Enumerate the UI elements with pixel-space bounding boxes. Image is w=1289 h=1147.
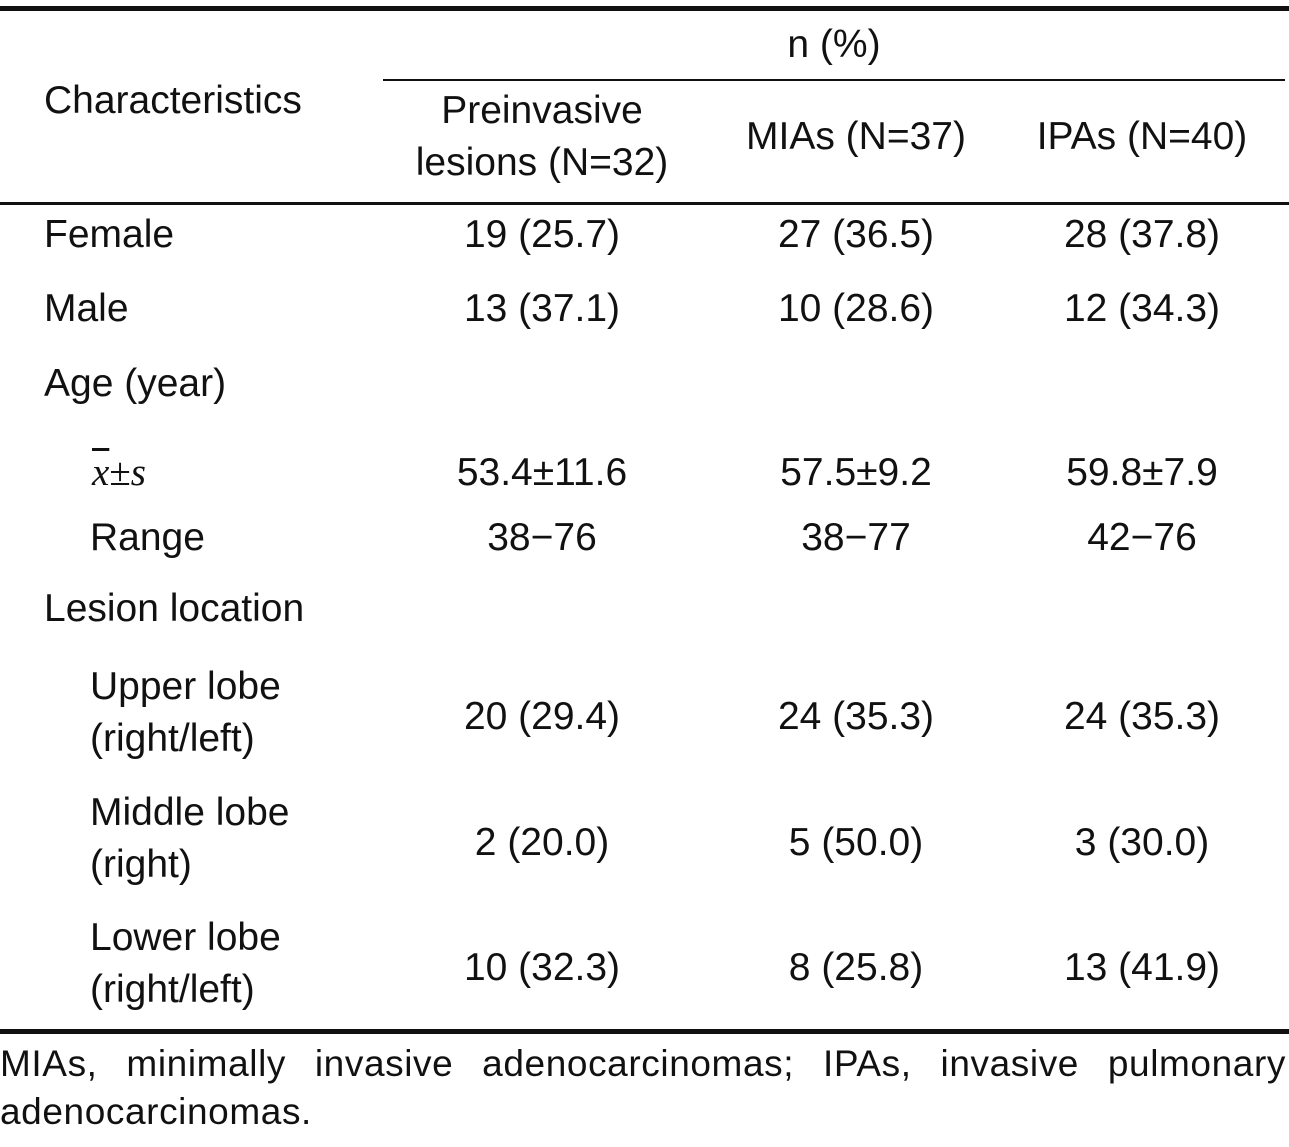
header-preinvasive-line2: lesions (N=32) [415, 141, 669, 184]
row-middle-label-line2: (right) [90, 843, 192, 886]
header-preinvasive-line1: Preinvasive [441, 89, 643, 132]
table-cell: 19 (25.7) [463, 213, 621, 256]
table-cell: 24 (35.3) [777, 695, 935, 738]
table-cell: 28 (37.8) [1063, 213, 1221, 256]
header-ipas: IPAs (N=40) [1036, 115, 1248, 158]
table-cell: 10 (32.3) [463, 946, 621, 989]
table-cell: 42−76 [1087, 516, 1197, 559]
row-lower-label-line2: (right/left) [90, 968, 255, 1011]
table-cell: 10 (28.6) [777, 287, 935, 330]
table-cell: 2 (20.0) [474, 821, 610, 864]
table-cell: 59.8±7.9 [1066, 451, 1218, 494]
table-top-rule [0, 6, 1289, 11]
table-cell: 13 (41.9) [1063, 946, 1221, 989]
table-cell: 20 (29.4) [463, 695, 621, 738]
table-cell: 12 (34.3) [1063, 287, 1221, 330]
table-cell: 38−77 [801, 516, 911, 559]
table-cell: 38−76 [487, 516, 597, 559]
row-middle-label-line1: Middle lobe [90, 791, 290, 834]
table-bottom-rule [0, 1029, 1289, 1034]
table-cell: 53.4±11.6 [456, 451, 628, 494]
table-cell: 5 (50.0) [788, 821, 924, 864]
row-range-label: Range [90, 516, 205, 559]
plus-minus-symbol: ± [109, 451, 131, 494]
mean-symbol: x [92, 451, 110, 494]
row-upper-label-line2: (right/left) [90, 717, 255, 760]
header-n-percent: n (%) [787, 23, 881, 66]
header-bottom-rule [0, 202, 1289, 205]
row-mean-sd-label: x±s [92, 450, 146, 496]
table-footnote: MIAs, minimally invasive adenocarcinomas… [0, 1043, 1286, 1132]
table-cell: 27 (36.5) [777, 213, 935, 256]
sd-symbol: s [130, 451, 146, 494]
row-lower-label-line1: Lower lobe [90, 916, 281, 959]
row-upper-label-line1: Upper lobe [90, 665, 281, 708]
header-characteristics: Characteristics [44, 79, 302, 122]
table-cell: 13 (37.1) [463, 287, 621, 330]
table-cell: 8 (25.8) [788, 946, 924, 989]
header-mias: MIAs (N=37) [746, 115, 966, 158]
table-cell: 3 (30.0) [1074, 821, 1210, 864]
table-cell: 57.5±9.2 [780, 451, 932, 494]
row-male-label: Male [44, 287, 129, 330]
row-female-label: Female [44, 213, 175, 256]
row-location-label: Lesion location [44, 587, 305, 630]
n-percent-underline [383, 79, 1285, 81]
row-age-label: Age (year) [44, 362, 227, 405]
table-cell: 24 (35.3) [1063, 695, 1221, 738]
